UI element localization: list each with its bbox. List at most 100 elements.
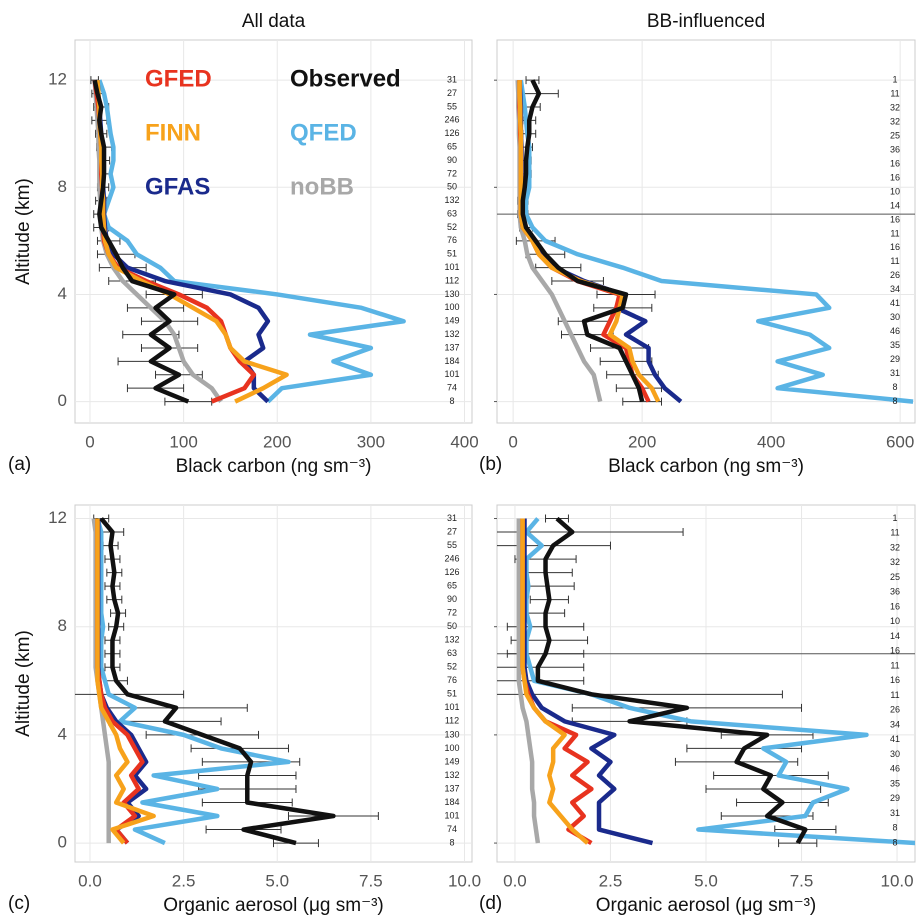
sample-count: 16 (890, 158, 900, 168)
sample-count: 11 (890, 228, 899, 238)
sample-count: 25 (890, 572, 900, 582)
panel (496, 39, 916, 424)
legend-label: Observed (290, 65, 401, 92)
sample-count: 184 (444, 797, 459, 807)
sample-count: 65 (447, 581, 457, 591)
y-tick-label: 12 (48, 508, 67, 527)
sample-count: 246 (444, 115, 459, 125)
y-tick-label: 4 (58, 724, 67, 743)
x-tick-label: 200 (263, 432, 291, 451)
profile-line (95, 518, 156, 845)
sample-count: 16 (890, 214, 900, 224)
x-tick-label: 400 (757, 432, 785, 451)
sample-count: 51 (447, 249, 457, 259)
sample-count: 101 (444, 702, 459, 712)
legend-label: QFED (290, 119, 357, 146)
sample-count: 11 (890, 660, 899, 670)
sample-count: 76 (447, 675, 457, 685)
profile-line (92, 79, 190, 404)
x-tick-label: 200 (628, 432, 656, 451)
panel-label: (b) (479, 454, 502, 475)
sample-count: 76 (447, 235, 457, 245)
profile-line (99, 517, 336, 846)
profile-line (95, 517, 291, 846)
profile-line (520, 79, 645, 403)
sample-count: 132 (444, 635, 459, 645)
x-tick-label: 5.0 (694, 871, 718, 890)
sample-count: 11 (890, 690, 899, 700)
sample-count: 101 (444, 810, 459, 820)
panel (74, 39, 473, 424)
sample-count: 8 (892, 396, 897, 406)
x-axis-label: Organic aerosol (μg sm⁻³) (596, 895, 817, 916)
legend-label: GFAS (145, 173, 210, 200)
sample-count: 16 (890, 646, 900, 656)
sample-count: 55 (447, 101, 457, 111)
x-tick-label: 2.5 (599, 871, 623, 890)
profile-line (97, 79, 406, 404)
sample-count: 32 (890, 542, 900, 552)
sample-count: 35 (890, 778, 900, 788)
sample-count: 35 (890, 340, 900, 350)
panel-label: (a) (8, 454, 31, 475)
sample-count: 41 (890, 734, 900, 744)
y-axis-label: Altitude (km) (13, 178, 34, 285)
x-tick-label: 100 (169, 432, 197, 451)
sample-count: 31 (447, 75, 457, 85)
x-tick-label: 5.0 (265, 871, 289, 890)
y-tick-label: 4 (58, 284, 67, 303)
sample-count: 63 (447, 648, 457, 658)
sample-count: 52 (447, 662, 457, 672)
sample-count: 31 (890, 368, 900, 378)
plot-area (90, 76, 406, 406)
sample-count: 90 (447, 155, 457, 165)
x-tick-label: 7.5 (790, 871, 814, 890)
sample-count: 132 (444, 770, 459, 780)
sample-count: 132 (444, 329, 459, 339)
sample-count: 100 (444, 302, 459, 312)
sample-count: 126 (444, 567, 459, 577)
sample-count: 1 (892, 513, 897, 523)
sample-count: 112 (445, 275, 459, 285)
sample-count: 100 (444, 743, 459, 753)
sample-count: 74 (447, 383, 457, 393)
x-tick-label: 10.0 (448, 871, 481, 890)
x-tick-label: 0 (508, 432, 517, 451)
sample-count: 10 (890, 186, 900, 196)
profile-line (535, 516, 808, 845)
sample-count: 130 (444, 289, 459, 299)
sample-count: 55 (447, 540, 457, 550)
panel-label: (d) (479, 893, 502, 914)
profile-line (517, 80, 661, 403)
sample-count: 8 (892, 382, 897, 392)
sample-count: 14 (890, 631, 900, 641)
sample-count: 16 (890, 675, 900, 685)
sample-count: 29 (890, 354, 900, 364)
sample-count: 27 (447, 88, 457, 98)
sample-count: 50 (447, 621, 457, 631)
sample-count: 41 (890, 298, 900, 308)
sample-count: 8 (449, 837, 454, 847)
sample-count: 46 (890, 764, 900, 774)
x-tick-label: 10.0 (880, 871, 913, 890)
sample-count: 1 (892, 75, 897, 85)
profile-line (520, 518, 590, 845)
sample-count: 246 (444, 553, 459, 563)
column-title: BB-influenced (647, 11, 765, 32)
sample-count: 149 (444, 756, 459, 766)
y-tick-label: 0 (58, 391, 67, 410)
x-tick-label: 400 (450, 432, 478, 451)
sample-count: 137 (444, 342, 459, 352)
sample-count: 8 (892, 837, 897, 847)
sample-count: 31 (447, 513, 457, 523)
plot-area (75, 514, 379, 848)
legend-label: FINN (145, 119, 201, 146)
sample-count: 32 (890, 116, 900, 126)
sample-count: 32 (890, 102, 900, 112)
sample-count: 26 (890, 270, 900, 280)
sample-count: 10 (890, 616, 900, 626)
x-axis-label: Black carbon (ng sm⁻³) (608, 456, 804, 477)
sample-count: 34 (890, 719, 900, 729)
plot-area (497, 514, 915, 848)
sample-count: 101 (444, 369, 459, 379)
